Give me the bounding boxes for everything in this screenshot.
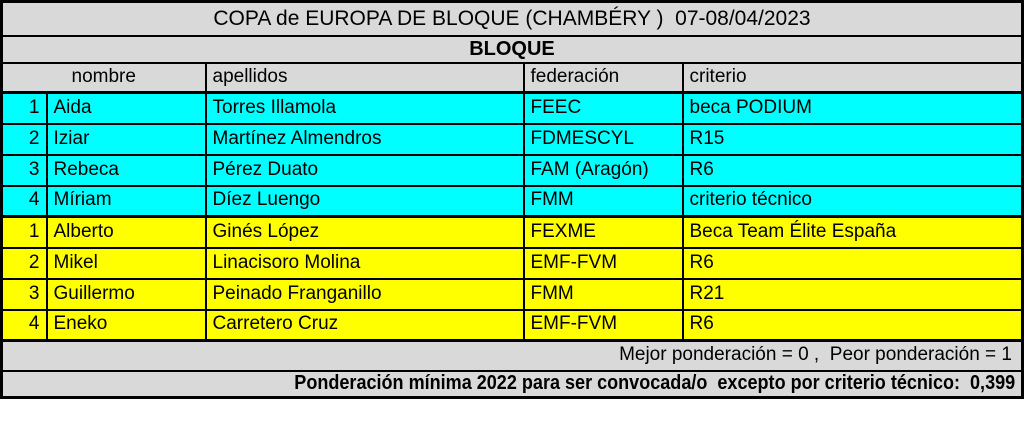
table-row: 4 Míriam Díez Luengo FMM criterio técnic… [0,184,1024,218]
cell-criterio: Beca Team Élite España [681,215,1024,249]
cell-federacion: FDMESCYL [522,122,684,156]
column-header-federacion: federación [522,61,684,94]
cell-criterio: R6 [681,308,1024,342]
table-row: 1 Aida Torres Illamola FEEC beca PODIUM [0,91,1024,125]
cell-rank: 3 [0,277,48,311]
cell-federacion: FMM [522,184,684,218]
table-row: 3 Rebeca Pérez Duato FAM (Aragón) R6 [0,153,1024,187]
cell-criterio: R6 [681,246,1024,280]
cell-federacion: EMF-FVM [522,246,684,280]
title-row: COPA de EUROPA DE BLOQUE (CHAMBÉRY ) 07-… [0,0,1024,37]
section-title: BLOQUE [0,34,1024,64]
cell-federacion: FEXME [522,215,684,249]
cell-rank: 1 [0,91,48,125]
cell-federacion: FMM [522,277,684,311]
table-row: 3 Guillermo Peinado Franganillo FMM R21 [0,277,1024,311]
table-row: 4 Eneko Carretero Cruz EMF-FVM R6 [0,308,1024,342]
cell-apellidos: Pérez Duato [204,153,525,187]
cell-apellidos: Peinado Franganillo [204,277,525,311]
column-header-apellidos: apellidos [204,61,525,94]
cell-criterio: R6 [681,153,1024,187]
page-title: COPA de EUROPA DE BLOQUE (CHAMBÉRY ) 07-… [0,0,1024,37]
column-header-criterio: criterio [681,61,1024,94]
cell-criterio: criterio técnico [681,184,1024,218]
cell-nombre: Míriam [45,184,207,218]
cell-rank: 4 [0,184,48,218]
selection-table: COPA de EUROPA DE BLOQUE (CHAMBÉRY ) 07-… [0,0,1024,399]
cell-apellidos: Torres Illamola [204,91,525,125]
cell-nombre: Mikel [45,246,207,280]
cell-apellidos: Linacisoro Molina [204,246,525,280]
cell-rank: 3 [0,153,48,187]
cell-apellidos: Ginés López [204,215,525,249]
minimum-note-row: Ponderación mínima 2022 para ser convoca… [0,369,1024,399]
section-header-row: BLOQUE [0,34,1024,64]
column-header-nombre: nombre [0,61,207,94]
cell-federacion: FAM (Aragón) [522,153,684,187]
cell-federacion: EMF-FVM [522,308,684,342]
ponderacion-scale-note: Mejor ponderación = 0 , Peor ponderación… [0,339,1024,372]
table-row: 1 Alberto Ginés López FEXME Beca Team Él… [0,215,1024,249]
ponderacion-note-row: Mejor ponderación = 0 , Peor ponderación… [0,339,1024,372]
cell-federacion: FEEC [522,91,684,125]
cell-rank: 2 [0,122,48,156]
cell-nombre: Eneko [45,308,207,342]
cell-criterio: beca PODIUM [681,91,1024,125]
cell-rank: 1 [0,215,48,249]
minimum-note-cell: Ponderación mínima 2022 para ser convoca… [0,369,1024,399]
cell-rank: 4 [0,308,48,342]
cell-criterio: R21 [681,277,1024,311]
cell-apellidos: Martínez Almendros [204,122,525,156]
cell-nombre: Guillermo [45,277,207,311]
cell-rank: 2 [0,246,48,280]
cell-nombre: Alberto [45,215,207,249]
minimum-note: Ponderación mínima 2022 para ser convoca… [294,371,1015,395]
table-row: 2 Mikel Linacisoro Molina EMF-FVM R6 [0,246,1024,280]
cell-apellidos: Díez Luengo [204,184,525,218]
cell-criterio: R15 [681,122,1024,156]
column-header-row: nombre apellidos federación criterio [0,61,1024,94]
cell-nombre: Rebeca [45,153,207,187]
cell-nombre: Iziar [45,122,207,156]
cell-apellidos: Carretero Cruz [204,308,525,342]
table-row: 2 Iziar Martínez Almendros FDMESCYL R15 [0,122,1024,156]
cell-nombre: Aida [45,91,207,125]
